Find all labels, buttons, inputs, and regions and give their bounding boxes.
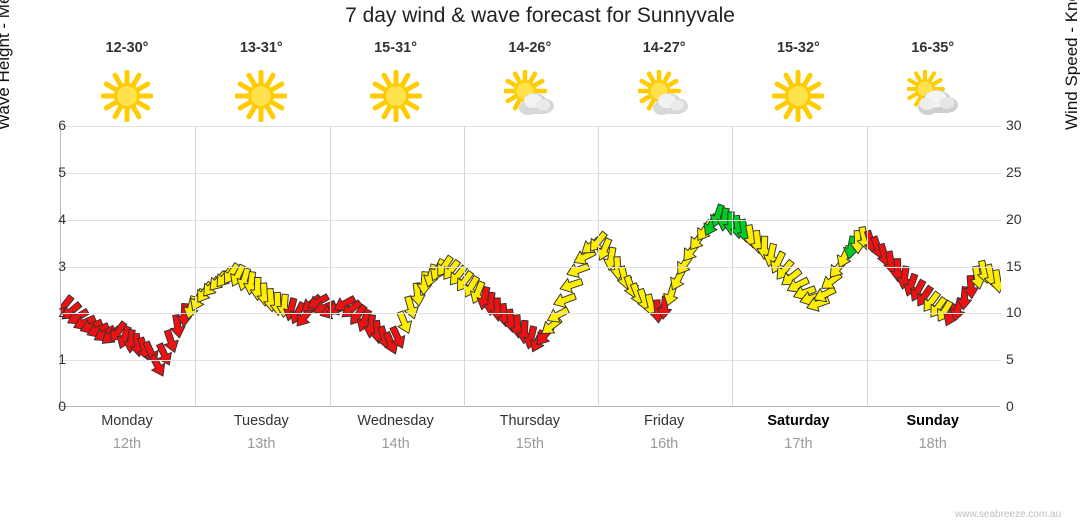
x-axis-label-wednesday: Wednesday 14th: [329, 413, 463, 452]
temperature-range-thursday: 14-26°: [508, 40, 552, 56]
y-right-tick-10: 10: [1006, 304, 1022, 321]
temperature-row: 12-30° 13-31° 15-31° 14-26° 14-27° 15-32° 16-3…: [60, 40, 1000, 64]
wind-arrow: [396, 310, 412, 334]
wind-arrow: [963, 274, 979, 300]
temperature-range-sunday: 16-35°: [911, 40, 955, 56]
temperature-range-saturday: 15-32°: [776, 40, 820, 56]
weather-icon-sunny: [194, 70, 328, 122]
day-name: Friday: [643, 413, 685, 429]
x-axis-label-sunday: Sunday 18th: [866, 413, 1000, 452]
gridline: [61, 360, 1001, 362]
gridline: [61, 219, 1001, 221]
x-axis-label-friday: Friday 16th: [597, 413, 731, 452]
wind-arrow: [410, 282, 426, 307]
weather-icon-partly-cloudy: [463, 70, 597, 122]
y-axis-right-title: Wind Speed - Knots: [1062, 0, 1080, 130]
day-separator: [598, 126, 600, 407]
gridline: [61, 172, 1001, 174]
wind-arrow: [546, 306, 570, 323]
y-right-tick-25: 25: [1006, 163, 1022, 180]
y-axis-left-title: Wave Height - Metres: [0, 0, 13, 130]
weather-icon-sunny: [60, 70, 194, 122]
weather-icon-partly-cloudy: [597, 70, 731, 122]
day-separator: [866, 126, 868, 407]
day-name: Thursday: [499, 413, 561, 429]
wind-arrow: [156, 342, 172, 366]
y-left-tick-2: 2: [58, 304, 66, 321]
temperature-range-monday: 12-30°: [105, 40, 149, 56]
x-axis-label-thursday: Thursday 15th: [463, 413, 597, 452]
day-name: Tuesday: [233, 413, 289, 429]
weather-icon-sunny: [329, 70, 463, 122]
watermark: www.seabreeze.com.au: [955, 509, 1062, 520]
day-name: Sunday: [906, 413, 959, 429]
temperature-range-wednesday: 15-31°: [374, 40, 417, 56]
day-date: 18th: [918, 436, 947, 452]
weather-icon-sunny: [731, 70, 865, 122]
y-right-tick-15: 15: [1006, 257, 1022, 274]
y-left-tick-5: 5: [58, 163, 66, 180]
y-left-tick-6: 6: [58, 117, 66, 133]
weather-icon-row: [60, 70, 1000, 122]
wind-arrow: [553, 292, 577, 308]
y-right-tick-20: 20: [1006, 210, 1022, 227]
day-separator: [329, 126, 331, 407]
page-title: 7 day wind & wave forecast for Sunnyvale: [345, 4, 735, 27]
wind-arrow: [389, 325, 406, 349]
y-left-tick-4: 4: [58, 210, 66, 227]
x-axis-label-saturday: Saturday 17th: [731, 413, 865, 452]
gridline: [61, 313, 1001, 315]
day-name: Saturday: [767, 413, 830, 429]
chart-plot-area: www.seabreeze.com.au: [56, 126, 1061, 520]
gridline: [61, 126, 1001, 127]
temperature-range-friday: 14-27°: [642, 40, 686, 56]
day-date: 17th: [784, 436, 813, 452]
y-left-tick-1: 1: [58, 351, 66, 368]
y-left-tick-0: 0: [58, 398, 66, 414]
wind-arrow: [559, 278, 584, 294]
x-axis-day-labels: Monday 12th Tuesday 13th Wednesday 14th Thursd…: [60, 413, 1000, 467]
y-left-tick-3: 3: [58, 257, 66, 274]
weather-icon-mostly-cloudy: [866, 70, 1000, 122]
wind-arrows-svg: [56, 203, 1006, 377]
wind-arrow: [813, 286, 837, 303]
day-date: 13th: [247, 436, 276, 452]
wind-arrow-layer: [56, 126, 1006, 407]
x-axis-label-monday: Monday 12th: [60, 413, 194, 452]
wind-arrow: [163, 329, 179, 353]
day-name: Wednesday: [357, 413, 434, 429]
x-axis-label-tuesday: Tuesday 13th: [194, 413, 328, 452]
day-date: 16th: [650, 436, 679, 452]
wind-arrow: [149, 353, 166, 377]
y-right-tick-0: 0: [1006, 398, 1014, 414]
day-date: 14th: [381, 436, 410, 452]
wind-arrow: [403, 295, 419, 320]
day-date: 15th: [515, 436, 544, 452]
day-separator: [195, 126, 197, 407]
y-right-tick-30: 30: [1006, 117, 1022, 133]
day-separator: [463, 126, 465, 407]
day-separator: [732, 126, 734, 407]
temperature-range-tuesday: 13-31°: [239, 40, 283, 56]
gridline: [61, 266, 1001, 268]
day-name: Monday: [101, 413, 153, 429]
y-right-tick-5: 5: [1006, 351, 1014, 368]
day-date: 12th: [112, 436, 142, 452]
